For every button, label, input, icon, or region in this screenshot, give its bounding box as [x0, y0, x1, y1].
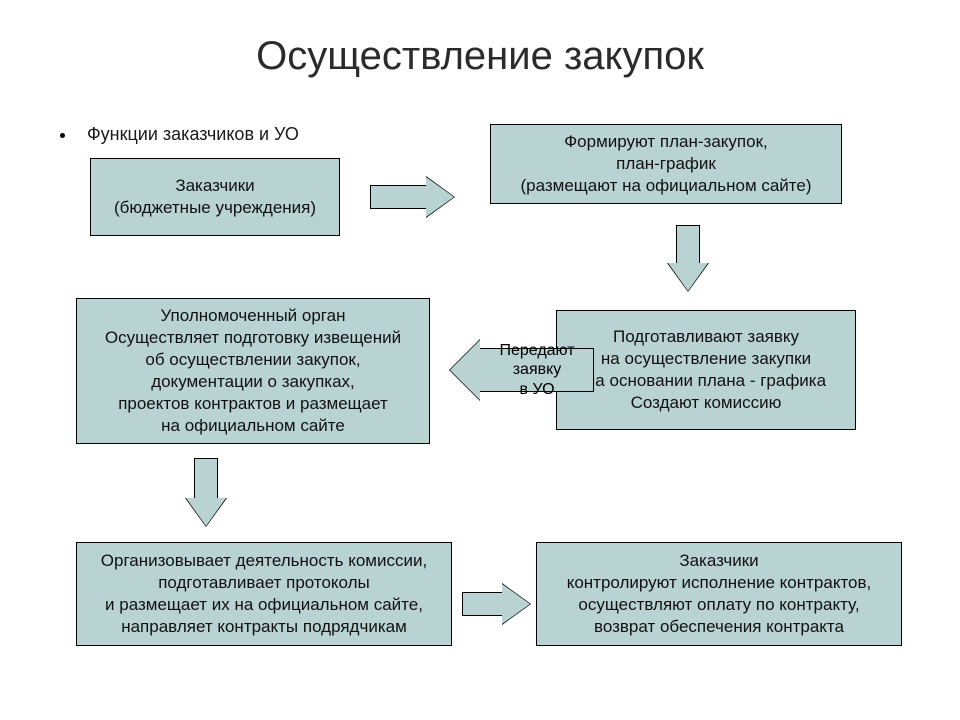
- node-organize-commission: Организовывает деятельность комиссии, по…: [76, 542, 452, 646]
- node-prepare-request: Подготавливают заявку на осуществление з…: [556, 310, 856, 430]
- a-n3-n4-label: Передают заявку в УО: [480, 340, 594, 400]
- bullet-text: Функции заказчиков и УО: [87, 124, 299, 145]
- node-authorized-body: Уполномоченный орган Осуществляет подгот…: [76, 298, 430, 444]
- node-customers-control: Заказчики контролируют исполнение контра…: [536, 542, 902, 646]
- a-n5-n6: [462, 584, 530, 624]
- page-title: Осуществление закупок: [0, 34, 960, 79]
- bullet-functions: Функции заказчиков и УО: [60, 124, 299, 145]
- node-form-plan: Формируют план-закупок, план-график (раз…: [490, 124, 842, 204]
- a-n3-n4: Передают заявку в УО: [450, 340, 594, 400]
- node-customers: Заказчики (бюджетные учреждения): [90, 158, 340, 236]
- diagram-stage: { "type": "flowchart", "background_color…: [0, 0, 960, 720]
- a-n2-n3: [668, 225, 708, 291]
- a-n4-n5: [186, 458, 226, 526]
- bullet-dot-icon: [60, 133, 65, 138]
- a-n1-n2: [370, 177, 454, 217]
